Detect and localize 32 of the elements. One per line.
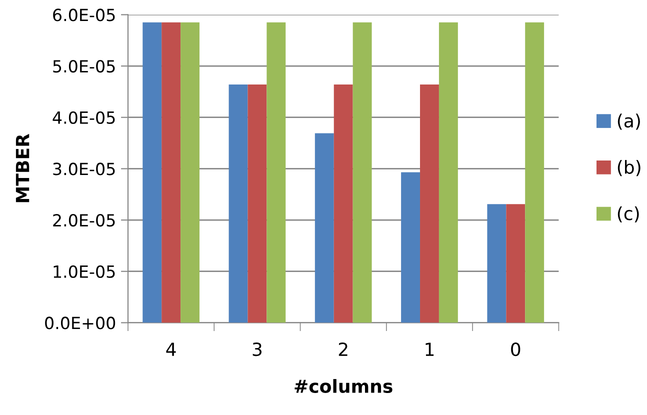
legend-label: (c) (618, 206, 639, 222)
y-tick-label: 6.0E-05 (53, 8, 115, 22)
x-tick-label: 4 (166, 342, 176, 356)
y-tick-label: 0.0E+00 (45, 316, 116, 330)
bar (352, 22, 372, 323)
bar (420, 84, 439, 323)
x-tick-label: 2 (338, 342, 348, 356)
bar (228, 84, 248, 323)
legend-label: (a) (618, 114, 640, 130)
y-axis-title: MTBER (16, 134, 30, 202)
x-axis-title: #columns (294, 379, 392, 394)
x-tick-label: 0 (511, 342, 520, 356)
y-tick-label: 4.0E-05 (52, 111, 115, 124)
bar (525, 22, 544, 323)
bar (142, 22, 162, 323)
y-tick-label: 1.0E-05 (54, 265, 115, 278)
x-tick-label: 1 (426, 342, 434, 356)
bar (334, 84, 353, 323)
bar (180, 22, 200, 323)
y-tick-label: 3.0E-05 (53, 162, 115, 176)
bar (266, 22, 286, 323)
bar (401, 172, 420, 323)
bar (506, 204, 526, 323)
bar (314, 133, 334, 323)
legend-label: (b) (618, 160, 640, 176)
x-tick-label: 3 (252, 342, 262, 356)
y-tick-label: 5.0E-05 (53, 60, 115, 73)
y-tick-label: 2.0E-05 (53, 214, 115, 227)
bar (487, 204, 506, 323)
bar (162, 22, 181, 323)
bar (438, 22, 458, 323)
bar (248, 84, 267, 323)
